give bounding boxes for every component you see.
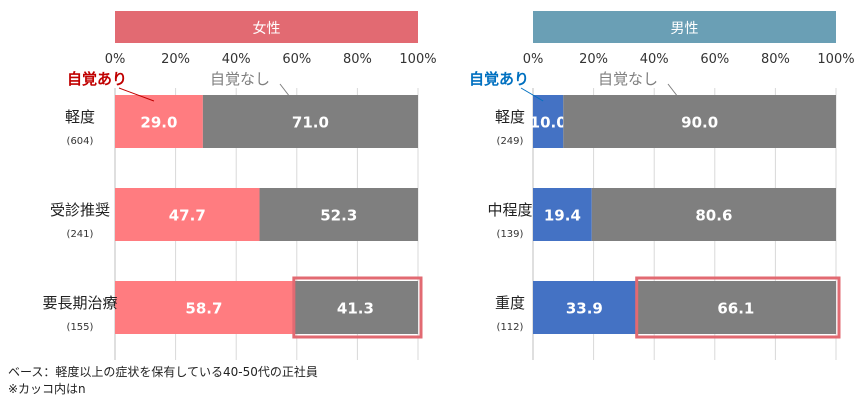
panel-1-bar-aware-1	[115, 188, 260, 241]
panel-1-category-label-1: 受診推奨	[50, 201, 110, 219]
panel-1-bar-unaware-1	[259, 188, 418, 241]
panel-2-legend-unaware-leader	[667, 83, 679, 98]
panel-1-highlight-box	[292, 276, 423, 339]
panel-2-tick-label-1: 20%	[579, 52, 608, 67]
panel-1-title: 女性	[253, 20, 281, 37]
panel-1-category-n-2: (155)	[67, 322, 94, 333]
panel-2-bar-unaware-0	[563, 95, 836, 148]
panel-2-tick-label-3: 60%	[700, 52, 729, 67]
panel-1-data-label-aware-2: 58.7	[185, 300, 222, 318]
panel-2-legend-aware-leader	[520, 87, 544, 102]
panel-2-category-label-2: 重度	[495, 294, 525, 312]
panel-2-bar-unaware-2	[635, 281, 836, 334]
panel-2-data-label-unaware-2: 66.1	[717, 300, 754, 318]
panel-2-category-label-0: 軽度	[495, 108, 525, 126]
panel-2-title-band	[533, 11, 836, 43]
panel-1-bar-unaware-2	[292, 281, 418, 334]
panel-1-legend-aware-leader	[118, 87, 155, 102]
panel-2-category-label-1: 中程度	[487, 201, 532, 219]
panel-1-data-label-aware-1: 47.7	[169, 207, 206, 225]
panel-2-category-n-0: (249)	[497, 136, 524, 147]
panel-2-tick-label-5: 100%	[817, 52, 854, 67]
panel-1-title-band	[115, 11, 418, 43]
panel-1-tick-label-4: 80%	[343, 52, 372, 67]
panel-1-bar-unaware-0	[202, 95, 418, 148]
panel-2-category-n-1: (139)	[497, 229, 524, 240]
panel-1-category-n-1: (241)	[67, 229, 94, 240]
footnote-base: ベース：軽度以上の症状を保有している40-50代の正社員	[8, 365, 318, 379]
panel-2-data-label-unaware-0: 90.0	[681, 114, 718, 132]
panel-1-tick-label-1: 20%	[161, 52, 190, 67]
panel-2-bar-aware-0	[533, 95, 564, 148]
panel-1-legend-unaware: 自覚なし	[210, 70, 270, 88]
panel-1-bar-aware-0	[115, 95, 203, 148]
panel-2-bar-aware-2	[533, 281, 636, 334]
panel-2-bar-aware-1	[533, 188, 592, 241]
panel-1-tick-label-5: 100%	[399, 52, 436, 67]
panel-1-tick-label-2: 40%	[222, 52, 251, 67]
footnote-n-note: ※カッコ内はn	[8, 382, 86, 396]
panel-2-tick-label-4: 80%	[761, 52, 790, 67]
panel-1-category-label-2: 要長期治療	[42, 294, 117, 312]
panel-2-data-label-aware-2: 33.9	[566, 300, 603, 318]
panel-2-highlight-box	[635, 276, 841, 339]
panel-2-tick-label-0: 0%	[523, 52, 544, 67]
panel-2-data-label-aware-0: 10.0	[530, 114, 567, 132]
panel-1-data-label-unaware-1: 52.3	[320, 207, 357, 225]
panel-2-data-label-unaware-1: 80.6	[695, 207, 732, 225]
panel-2-title: 男性	[671, 21, 699, 37]
panel-1-legend-aware: 自覚あり	[67, 70, 127, 88]
panel-1-data-label-unaware-0: 71.0	[292, 114, 329, 132]
panel-2-category-n-2: (112)	[497, 322, 524, 333]
panel-2-legend-unaware: 自覚なし	[598, 70, 658, 88]
panel-2-data-label-aware-1: 19.4	[544, 207, 581, 225]
panel-1-legend-unaware-leader	[279, 83, 291, 98]
panel-2-tick-label-2: 40%	[640, 52, 669, 67]
panel-1-tick-label-0: 0%	[105, 52, 126, 67]
panel-1-category-label-0: 軽度	[65, 108, 95, 126]
panel-1-data-label-unaware-2: 41.3	[337, 300, 374, 318]
panel-2-bar-unaware-1	[591, 188, 836, 241]
panel-1-bar-aware-2	[115, 281, 293, 334]
panel-1-tick-label-3: 60%	[282, 52, 311, 67]
panel-2-legend-aware: 自覚あり	[469, 70, 529, 88]
panel-1-data-label-aware-0: 29.0	[140, 114, 177, 132]
panel-1-category-n-0: (604)	[67, 136, 94, 147]
